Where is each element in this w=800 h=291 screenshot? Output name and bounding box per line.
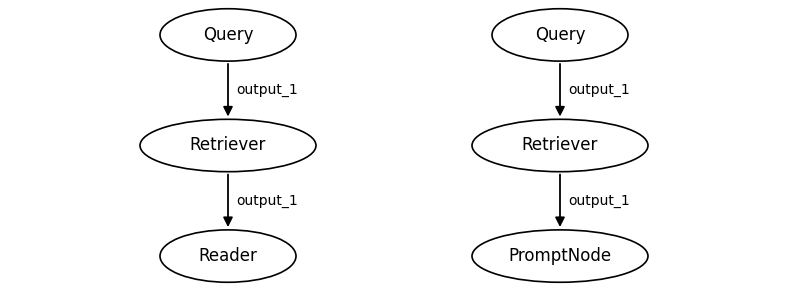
Ellipse shape bbox=[492, 9, 628, 61]
Ellipse shape bbox=[160, 230, 296, 282]
Text: output_1: output_1 bbox=[236, 194, 298, 208]
Ellipse shape bbox=[140, 119, 316, 172]
Text: PromptNode: PromptNode bbox=[509, 247, 611, 265]
Text: output_1: output_1 bbox=[568, 83, 630, 97]
Ellipse shape bbox=[472, 230, 648, 282]
Ellipse shape bbox=[160, 9, 296, 61]
Ellipse shape bbox=[472, 119, 648, 172]
Text: output_1: output_1 bbox=[568, 194, 630, 208]
Text: Query: Query bbox=[202, 26, 254, 44]
Text: Reader: Reader bbox=[198, 247, 258, 265]
Text: Retriever: Retriever bbox=[522, 136, 598, 155]
Text: Query: Query bbox=[534, 26, 586, 44]
Text: Retriever: Retriever bbox=[190, 136, 266, 155]
Text: output_1: output_1 bbox=[236, 83, 298, 97]
